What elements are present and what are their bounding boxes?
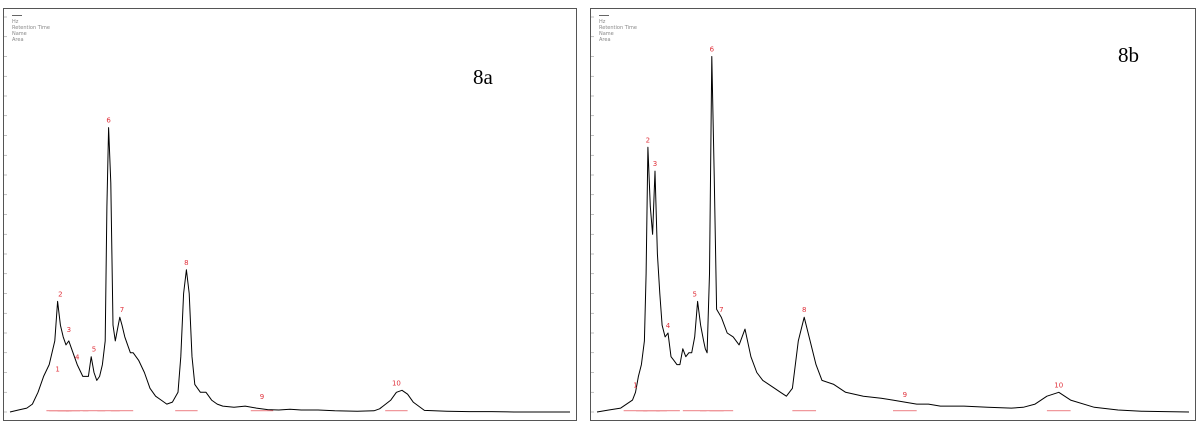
- peak-label: 6: [710, 46, 715, 54]
- legend: Hz Retention Time Name Area: [12, 13, 50, 43]
- legend-item: Name: [599, 31, 614, 37]
- peak-label: 7: [120, 306, 124, 314]
- panel-title: 8a: [473, 65, 493, 89]
- chromatogram-trace: [9, 127, 570, 413]
- panel-title: 8b: [1118, 43, 1139, 67]
- chromatogram-plot-8b: 1 2 3 4 5 6 7 8 9 10: [591, 16, 1190, 413]
- peak-label: 3: [67, 326, 71, 334]
- legend-item: Name: [12, 31, 27, 37]
- peak-label: 8: [802, 306, 806, 314]
- peak-label: 9: [903, 391, 907, 399]
- chromatogram-trace: [596, 56, 1190, 413]
- peak-label: 4: [75, 354, 80, 362]
- legend-line-swatch: [599, 13, 637, 19]
- peak-label: 1: [633, 381, 637, 389]
- legend-line-swatch: [12, 13, 50, 19]
- peak-label: 2: [646, 136, 650, 144]
- peak-label: 4: [666, 322, 671, 330]
- peak-label: 8: [184, 259, 188, 267]
- legend-item: Retention Time: [12, 25, 50, 31]
- peak-label: 9: [260, 393, 264, 401]
- peak-label: 1: [55, 365, 59, 373]
- peak-label: 10: [392, 379, 401, 387]
- peak-label: 2: [58, 290, 62, 298]
- peak-label: 5: [692, 290, 696, 298]
- legend-item: Area: [12, 37, 24, 43]
- peak-label: 10: [1054, 381, 1063, 389]
- chromatogram-plot-8a: 1 2 3 4 5 6 7 8 9 10: [4, 16, 570, 413]
- peak-label: 7: [719, 306, 723, 314]
- legend-item: Hz: [12, 19, 19, 25]
- legend-item: Area: [599, 37, 611, 43]
- legend-item: Retention Time: [599, 25, 637, 31]
- legend: Hz Retention Time Name Area: [599, 13, 637, 43]
- peak-label: 6: [106, 117, 111, 125]
- peak-label: 5: [92, 346, 96, 354]
- peak-label: 3: [653, 160, 657, 168]
- chromatogram-panel-8b: Hz Retention Time Name Area 8b 1 2 3 4 5 6 7 8 9…: [590, 8, 1196, 421]
- legend-item: Hz: [599, 19, 606, 25]
- chromatogram-panel-8a: Hz Retention Time Name Area 8a 1 2 3 4 5 6 7 8 9…: [3, 8, 577, 421]
